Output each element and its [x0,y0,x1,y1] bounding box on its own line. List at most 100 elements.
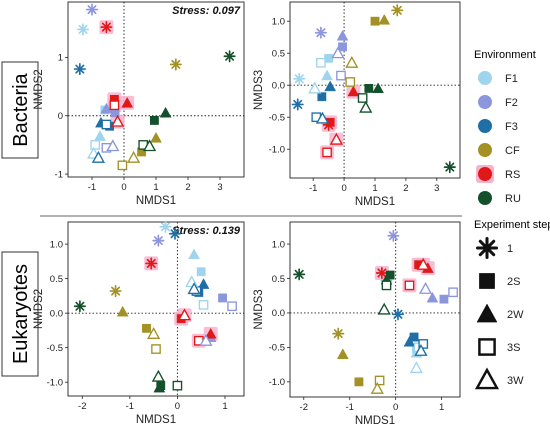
data-point-rs-2w [121,96,134,108]
data-point-f3-3s [418,339,429,349]
x-tick-label: 0 [341,183,346,194]
data-point-ru-2s [364,83,374,93]
legend-label: 2S [507,276,520,288]
x-tick-label: -1 [126,401,134,412]
data-point-rs-3s [404,280,415,291]
legend-swatch [478,95,492,109]
data-point-f1-3w [409,361,423,374]
data-point-f3-3s [101,119,112,130]
data-point-cf-3s [151,344,161,354]
data-point-ru-2w [159,106,172,118]
legend-item-rs: RS [476,165,520,183]
y-tick-label: 0.5 [272,274,285,285]
y-axis-label: NMDS2 [33,289,45,329]
y-tick-label: -0.5 [269,343,285,354]
y-tick-label: 0 [58,111,63,122]
x-tick-label: 2 [403,183,408,194]
data-point-rs-2w [204,327,217,339]
data-point-f1-2w [321,69,333,81]
legend-step-2w: 2W [476,303,524,323]
y-tick-label: -1.0 [269,145,285,156]
x-tick-label: 1 [372,183,377,194]
y-axis-label: NMDS3 [253,289,265,329]
data-point-ru-3s [172,380,183,391]
legend-label: 1 [507,243,513,255]
y-tick-label: -1.0 [269,377,285,388]
x-tick-label: -1 [309,183,317,194]
legend-label: F3 [505,121,518,133]
data-point-f2-3s [448,287,458,298]
row-label-bacteria: Bacteria [1,61,39,159]
data-point-cf-2w [336,348,349,359]
row-label-bacteria-text: Bacteria [10,72,32,146]
data-point-rs-3w [416,257,430,270]
legend-step-marker [479,273,495,289]
data-point-f3-1 [291,98,304,111]
data-point-f3-1 [391,308,405,321]
row-label-eukaryotes-text: Eukaryotes [10,264,32,364]
data-point-f1-2w [188,248,200,260]
legend-label: CF [505,145,520,157]
legend-label: F1 [505,73,518,85]
data-point-ru-3s [381,280,392,291]
data-point-cf-2s [142,323,151,333]
legend-label: RS [505,169,520,181]
x-tick-label: 0 [121,182,126,193]
legend-step-marker [474,367,500,390]
data-points [73,3,236,171]
x-tick-label: -1 [346,402,354,413]
data-point-cf-1 [109,285,122,298]
experiment-step-legend: Experiment step 1 2S 2W 3S 3W [474,219,550,390]
x-axis-label: NMDS1 [136,195,176,207]
data-point-f2-3w [199,333,213,346]
data-point-cf-3s [345,77,356,87]
data-point-ru-3w [142,139,157,152]
legend-step-marker [475,236,499,260]
legend-swatch [478,143,492,157]
experiment-step-legend-title: Experiment step [474,219,550,231]
data-point-f2-2w [100,102,113,114]
data-point-ru-2s [149,116,159,125]
data-point-cf-3s [117,160,128,171]
data-point-ru-2w [372,82,384,94]
x-tick-label: -2 [300,402,308,413]
legend-swatch [478,71,492,85]
legend-label: 3S [507,342,520,354]
y-axis-label: NMDS2 [33,69,45,109]
data-point-f2-2s [338,42,347,52]
data-point-cf-2w [116,305,129,317]
data-point-cf-2w [378,13,391,25]
x-tick-label: 2 [185,182,190,193]
data-point-cf-3w [147,326,161,339]
y-tick-label: 0.0 [272,81,285,92]
data-point-ru-3s [357,93,368,103]
data-point-f3-3w [91,150,106,163]
legend-item-f3: F3 [478,119,518,133]
x-tick-label: 1 [153,182,158,193]
legend-item-cf: CF [478,143,520,157]
data-point-f2-1 [387,229,400,242]
data-point-f2-1 [314,26,327,39]
legend-step-3s: 3S [478,338,520,356]
data-point-f1-3s [90,140,101,150]
data-point-cf-1 [391,4,404,17]
legend-step-2s: 2S [479,273,520,289]
data-point-cf-1 [169,58,182,71]
environment-legend: Environment F1 F2 F3 CF RS RU [474,49,536,205]
data-point-f1-1 [293,72,306,85]
panel-bacteria-nmds2: -1 0 1 2 3 -1 0 1 NMDS1 NMDS2 Stress: 0.097 [33,1,245,207]
data-point-cf-2s [370,16,380,26]
data-point-ru-3w [151,369,165,382]
data-point-f2-1 [85,3,99,16]
data-point-cf-1 [332,327,345,340]
data-point-f3-1 [73,63,86,76]
data-point-f2-2s [439,294,449,304]
data-point-rs-3s [109,100,120,111]
environment-legend-title: Environment [474,49,536,61]
legend-step-1: 1 [475,236,513,260]
plot-frame [289,221,461,398]
data-point-ru-2w [153,381,166,393]
y-tick-label: 1.0 [272,17,285,28]
legend-item-f1: F1 [478,71,518,85]
data-point-rs-1 [375,266,388,280]
